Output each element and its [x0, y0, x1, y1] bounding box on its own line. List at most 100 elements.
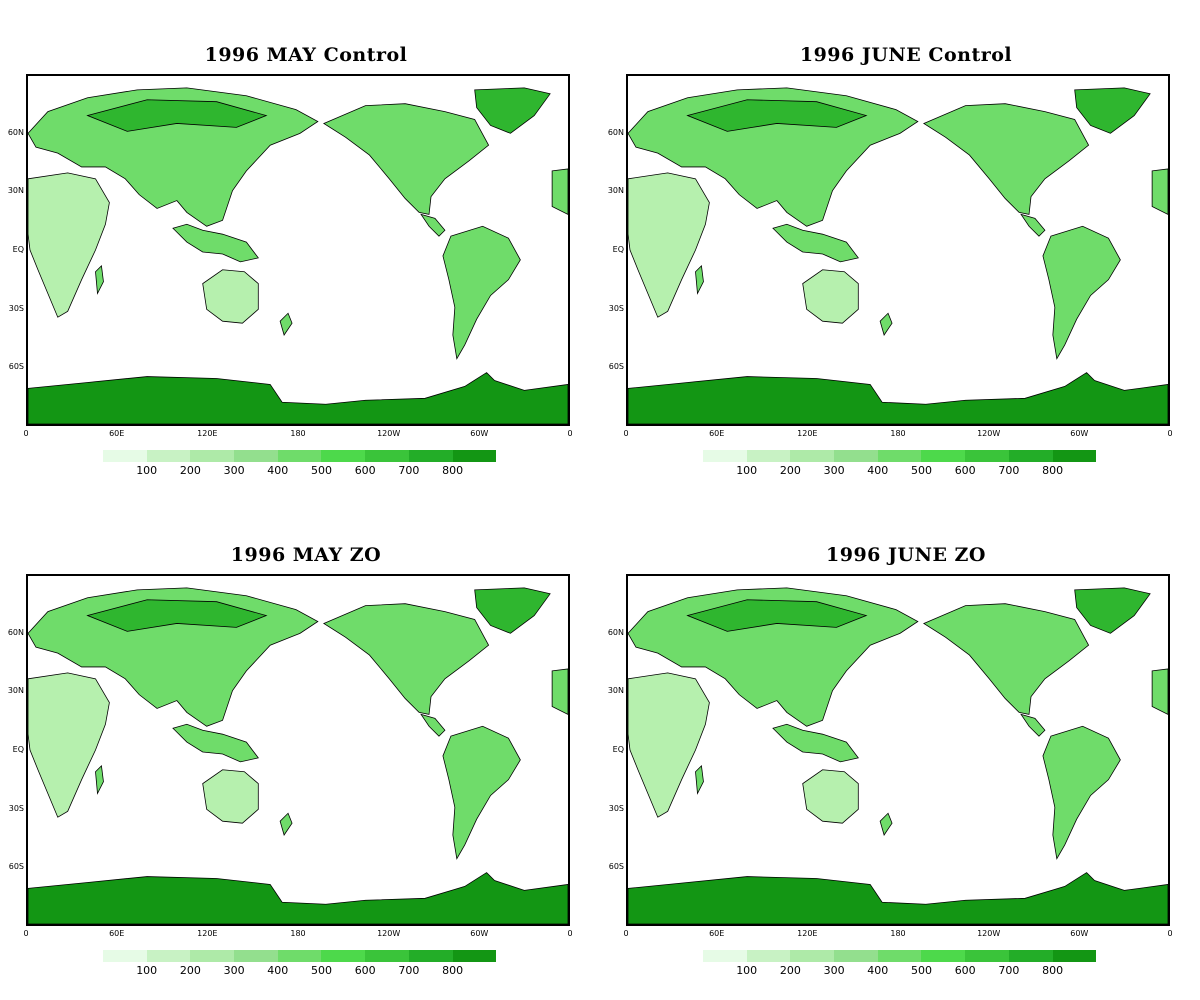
colorbar-swatch — [703, 450, 747, 462]
longitude-label: 0 — [567, 929, 573, 938]
colorbar-swatch — [234, 450, 278, 462]
colorbar-swatch — [190, 950, 235, 962]
south-america-shape — [1042, 725, 1121, 860]
africa-shape — [28, 672, 110, 818]
europe-west-shape — [551, 668, 568, 715]
south-america-shape — [1042, 225, 1121, 360]
colorbar-label: 200 — [779, 464, 801, 477]
longitude-label: 120E — [797, 429, 818, 438]
madagascar-shape — [95, 264, 104, 295]
colorbar-swatch — [703, 950, 747, 962]
longitude-label: 60E — [109, 929, 125, 938]
north-america-shape — [322, 103, 490, 215]
world-map — [628, 576, 1168, 924]
colorbar-label: 500 — [911, 964, 932, 977]
antarctica-shape — [628, 372, 1168, 424]
madagascar-shape — [95, 764, 104, 795]
latitude-label: 60N — [7, 627, 24, 637]
colorbar-label: 800 — [1042, 964, 1064, 977]
eurasia-north-highlight — [686, 99, 868, 132]
antarctica-shape — [628, 872, 1168, 924]
colorbar-label: 700 — [998, 464, 1020, 477]
colorbar-swatch — [452, 450, 497, 462]
longitude-label: 120W — [977, 929, 1001, 938]
europe-west-shape — [1151, 668, 1168, 715]
colorbar-swatch — [1008, 450, 1053, 462]
colorbar-swatch — [921, 950, 966, 962]
longitude-label: 120W — [977, 429, 1001, 438]
map-panel-may-zo: 1996 MAY ZO 60N 30N EQ 30S 60S 0 60E 120E 180 120… — [8, 500, 586, 977]
colorbar-label: 500 — [311, 964, 332, 977]
antarctica-shape — [28, 372, 568, 424]
colorbar-label: 800 — [442, 464, 464, 477]
australia-shape — [202, 769, 259, 824]
greenland-shape — [474, 87, 551, 134]
colorbar-swatch — [877, 950, 922, 962]
longitude-label: 60E — [709, 429, 725, 438]
colorbar-label: 100 — [136, 464, 158, 477]
latitude-label: 30S — [8, 803, 24, 813]
longitude-label: 180 — [290, 929, 306, 938]
colorbar-label: 400 — [867, 464, 889, 477]
longitude-label: 120E — [197, 929, 218, 938]
longitude-label: 180 — [290, 429, 306, 438]
north-america-shape — [322, 603, 490, 715]
colorbar-swatch — [746, 450, 791, 462]
colorbar-swatch — [365, 450, 409, 462]
colorbar-label: 500 — [311, 464, 332, 477]
colorbar-swatch — [365, 950, 409, 962]
central-america-shape — [1020, 213, 1046, 237]
panel-title: 1996 MAY Control — [204, 44, 408, 66]
map-panel-june-control: 1996 JUNE Control 60N 30N EQ 30S 60S 0 60E 120E… — [608, 0, 1186, 477]
africa-shape — [628, 172, 710, 318]
colorbar-swatch — [834, 450, 878, 462]
greenland-shape — [1074, 587, 1151, 634]
colorbar-swatch — [1008, 950, 1053, 962]
new-zealand-shape — [279, 812, 293, 836]
longitude-label: 60E — [109, 429, 125, 438]
longitude-label: 120W — [377, 429, 401, 438]
europe-west-shape — [551, 168, 568, 215]
longitude-label: 120W — [377, 929, 401, 938]
colorbar-label: 400 — [267, 464, 289, 477]
colorbar — [703, 450, 1097, 462]
longitude-label: 0 — [623, 929, 629, 938]
longitude-label: 0 — [623, 429, 629, 438]
greenland-shape — [474, 587, 551, 634]
map-frame — [26, 574, 570, 926]
colorbar-label: 300 — [223, 964, 245, 977]
colorbar-label: 700 — [398, 464, 420, 477]
latitude-label: 30N — [607, 686, 624, 696]
world-map — [28, 576, 568, 924]
colorbar-label: 100 — [136, 964, 158, 977]
longitude-label: 0 — [567, 429, 573, 438]
colorbar-swatch — [103, 450, 147, 462]
latitude-label: EQ — [612, 245, 624, 254]
north-america-shape — [922, 103, 1090, 215]
latitude-label: 30N — [607, 186, 624, 196]
colorbar-swatch — [965, 450, 1009, 462]
longitude-label: 0 — [23, 929, 29, 938]
colorbar-swatch — [277, 950, 322, 962]
latitude-label: 60N — [7, 127, 24, 137]
map-frame — [26, 74, 570, 426]
colorbar-label: 300 — [223, 464, 245, 477]
latitude-label: 60S — [8, 862, 24, 872]
panel-title: 1996 JUNE Control — [799, 44, 1013, 66]
longitude-label: 120E — [197, 429, 218, 438]
colorbar-swatch — [146, 450, 191, 462]
colorbar-label: 200 — [179, 964, 201, 977]
latitude-label: 30S — [608, 303, 624, 313]
colorbar-label: 400 — [867, 964, 889, 977]
eurasia-north-highlight — [86, 99, 268, 132]
southeast-asia-shape — [172, 723, 259, 763]
colorbar-swatch — [877, 450, 922, 462]
colorbar-swatch — [408, 450, 453, 462]
central-america-shape — [420, 213, 446, 237]
longitude-label: 0 — [1167, 929, 1173, 938]
longitude-label: 0 — [1167, 429, 1173, 438]
madagascar-shape — [695, 764, 704, 795]
colorbar-label: 300 — [823, 964, 845, 977]
colorbar-swatch — [921, 450, 966, 462]
colorbar — [103, 450, 497, 462]
